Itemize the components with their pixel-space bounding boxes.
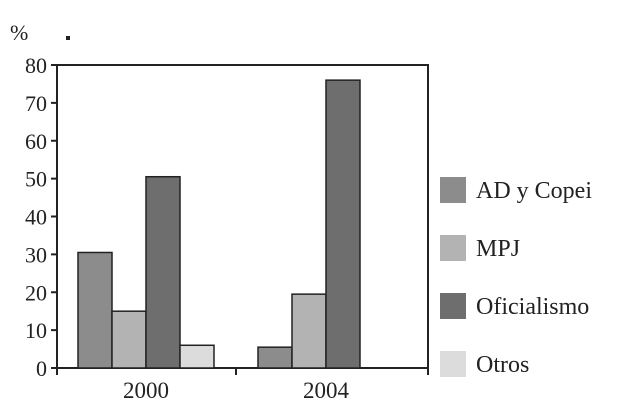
y-unit-label: % xyxy=(10,20,28,45)
legend-swatch xyxy=(440,235,466,261)
y-tick-label: 80 xyxy=(25,53,47,78)
unit-dot xyxy=(66,36,70,40)
bar-mpj-2004 xyxy=(291,293,327,369)
y-tick-label: 40 xyxy=(25,205,47,230)
y-tick-label: 50 xyxy=(25,167,47,192)
y-tick-label: 60 xyxy=(25,129,47,154)
bars xyxy=(77,79,361,369)
y-tick-label: 0 xyxy=(36,356,47,381)
y-ticks: 0 10 20 30 40 50 60 70 80 xyxy=(25,53,57,381)
legend-label: Oficialismo xyxy=(476,294,589,320)
bar-ad-y-copei-2004 xyxy=(257,346,293,369)
y-tick-label: 10 xyxy=(25,318,47,343)
bar-ad-y-copei-2000 xyxy=(77,251,113,369)
y-tick-label: 70 xyxy=(25,91,47,116)
bar-oficialismo-2000 xyxy=(145,175,181,369)
bar-oficialismo-2004 xyxy=(325,79,361,369)
bar-otros-2000 xyxy=(179,344,215,369)
bar-mpj-2000 xyxy=(111,310,147,369)
x-category-label: 2000 xyxy=(123,378,169,403)
legend: AD y Copei MPJ Oficialismo Otros xyxy=(440,177,592,378)
x-categories: 2000 2004 xyxy=(56,368,429,403)
legend-label: AD y Copei xyxy=(476,178,592,204)
legend-label: Otros xyxy=(476,352,529,378)
legend-label: MPJ xyxy=(476,236,520,262)
x-category-label: 2004 xyxy=(303,378,350,403)
legend-swatch xyxy=(440,293,466,319)
legend-swatch xyxy=(440,351,466,377)
y-tick-label: 20 xyxy=(25,280,47,305)
y-tick-label: 30 xyxy=(25,242,47,267)
legend-swatch xyxy=(440,177,466,203)
